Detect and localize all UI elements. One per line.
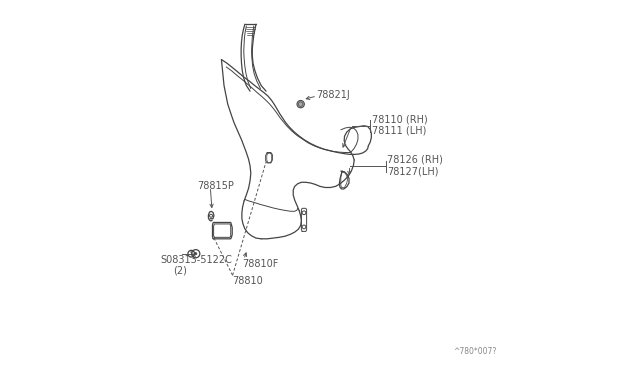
- Text: 78110 (RH): 78110 (RH): [372, 114, 428, 124]
- Circle shape: [195, 253, 197, 255]
- Text: 78810: 78810: [232, 276, 263, 286]
- Circle shape: [297, 100, 305, 108]
- Text: ^780*007?: ^780*007?: [453, 347, 497, 356]
- Text: 78126 (RH): 78126 (RH): [387, 155, 443, 165]
- Text: 78810F: 78810F: [242, 259, 278, 269]
- Text: S: S: [189, 251, 193, 256]
- Text: (2): (2): [173, 266, 187, 276]
- Text: 78111 (LH): 78111 (LH): [372, 125, 426, 135]
- Text: 78815P: 78815P: [197, 181, 234, 191]
- Text: 78821J: 78821J: [316, 90, 350, 100]
- Text: S08313-5122C: S08313-5122C: [160, 256, 232, 265]
- Text: 78127(LH): 78127(LH): [387, 166, 438, 176]
